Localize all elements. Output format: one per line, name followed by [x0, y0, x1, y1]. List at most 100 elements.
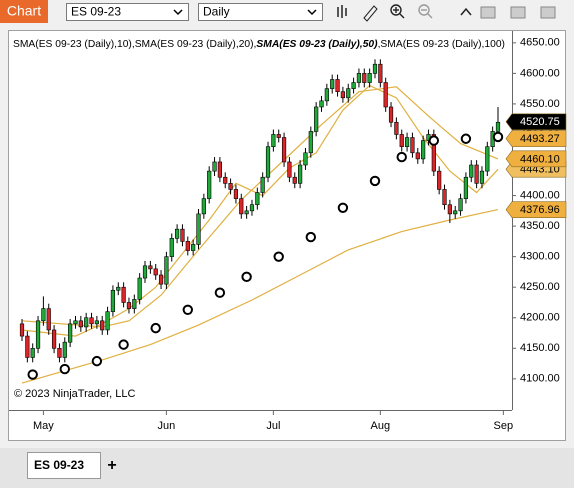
- draw-icon[interactable]: [363, 5, 378, 22]
- close-button[interactable]: [540, 6, 556, 19]
- candle-body: [431, 134, 436, 172]
- candle-body: [84, 317, 89, 328]
- interval-text: Daily: [203, 5, 230, 19]
- zoom-out-icon[interactable]: [418, 4, 433, 19]
- legend: SMA(ES 09-23 (Daily),10),SMA(ES 09-23 (D…: [13, 38, 505, 50]
- candle-body: [271, 134, 276, 147]
- interval-select[interactable]: [198, 3, 323, 21]
- sma-marker: [182, 304, 193, 316]
- candle-body: [62, 341, 67, 358]
- candle-body: [175, 228, 180, 239]
- sma-last-value-box: [505, 201, 567, 218]
- candle-body: [201, 198, 206, 215]
- candle-body: [415, 152, 420, 160]
- y-tick-label: 4300.00: [520, 251, 560, 263]
- add-tab[interactable]: +: [107, 457, 116, 474]
- instrument-text: ES 09-23: [71, 5, 121, 19]
- x-tick-label: Sep: [494, 420, 514, 432]
- y-tick-label: 4400.00: [520, 189, 560, 201]
- candle-body: [308, 131, 313, 154]
- sma-marker: [369, 175, 381, 187]
- candle-body: [404, 137, 410, 147]
- sma-marker: [150, 322, 161, 334]
- collapse-icon[interactable]: [460, 7, 472, 16]
- legend-entry: SMA(ES 09-23 (Daily),10): [13, 38, 132, 50]
- candle-body: [233, 189, 239, 199]
- candle-body: [169, 238, 174, 257]
- sma-marker: [305, 231, 317, 243]
- zoom-in-icon[interactable]: [390, 4, 405, 19]
- sma-last-value: 4376.96: [520, 204, 560, 216]
- candle-body: [372, 63, 378, 74]
- candle-body: [196, 213, 201, 245]
- y-tick-label: 4250.00: [520, 281, 560, 293]
- sma-marker: [492, 131, 504, 143]
- candle-body: [335, 79, 340, 93]
- sma-marker: [428, 135, 440, 146]
- candle-body: [207, 170, 212, 199]
- maximize-button[interactable]: [510, 6, 526, 19]
- minimize-button[interactable]: [480, 6, 496, 19]
- instrument-select[interactable]: [66, 3, 189, 21]
- candle-body: [89, 317, 94, 325]
- candle-body: [137, 277, 142, 300]
- last-price: 4520.75: [520, 116, 560, 128]
- legend-entry: SMA(ES 09-23 (Daily),50): [256, 38, 378, 50]
- candle-body: [46, 308, 51, 331]
- sma-last-value-box: [505, 150, 567, 168]
- sma-marker: [273, 251, 284, 262]
- y-tick-label: 4150.00: [520, 342, 560, 354]
- candle-body: [394, 121, 399, 135]
- chart-tab[interactable]: Chart: [7, 3, 41, 19]
- x-tick-label: Jun: [158, 420, 176, 432]
- candle-body: [30, 347, 35, 358]
- candle-body: [399, 134, 404, 147]
- candle-body: [223, 176, 228, 184]
- candle-body: [479, 170, 485, 184]
- candle-body: [255, 192, 260, 206]
- legend-separator: ,: [132, 38, 135, 50]
- candle-body: [463, 176, 469, 199]
- plot: [19, 59, 504, 384]
- chart-tab-bg[interactable]: [0, 0, 48, 23]
- candle-body: [388, 106, 394, 123]
- candle-body: [185, 241, 190, 251]
- candle-body: [281, 137, 287, 163]
- candle-body: [212, 161, 217, 172]
- sma-marker: [241, 271, 252, 283]
- sma-marker: [59, 363, 70, 375]
- bar-type-icon[interactable]: [337, 5, 347, 18]
- sma-marker: [214, 287, 226, 298]
- candle-body: [244, 210, 249, 215]
- candle-body: [148, 265, 153, 270]
- sma-marker: [91, 355, 103, 367]
- candle-body: [351, 82, 356, 89]
- sma-line: [21, 209, 499, 384]
- candle-body: [25, 335, 30, 358]
- candle-body: [68, 323, 73, 343]
- candle-body: [265, 146, 271, 178]
- sma-marker: [118, 339, 129, 350]
- sma-last-value: 4460.10: [520, 153, 560, 165]
- candle-body: [410, 137, 415, 154]
- chart-panel: [8, 30, 566, 441]
- y-tick-label: 4350.00: [520, 220, 560, 232]
- sma-last-value-box: [505, 130, 567, 147]
- candle-body: [442, 189, 447, 206]
- candle-body: [298, 164, 303, 184]
- x-tick-label: May: [33, 420, 54, 432]
- legend-entry: SMA(ES 09-23 (Daily),20): [135, 38, 254, 50]
- x-tick-label: Aug: [371, 420, 391, 432]
- copyright: © 2023 NinjaTrader, LLC: [14, 388, 135, 400]
- candle-body: [319, 100, 324, 108]
- legend-separator: ,: [254, 38, 257, 50]
- y-tick-label: 4100.00: [520, 373, 560, 385]
- tab-label[interactable]: ES 09-23: [34, 458, 84, 472]
- candle-body: [346, 88, 351, 99]
- candle-body: [94, 320, 99, 325]
- candle-body: [110, 289, 116, 312]
- candle-body: [228, 183, 233, 190]
- candle-body: [51, 329, 57, 349]
- tab-bg[interactable]: [27, 452, 101, 479]
- candle-body: [474, 164, 479, 184]
